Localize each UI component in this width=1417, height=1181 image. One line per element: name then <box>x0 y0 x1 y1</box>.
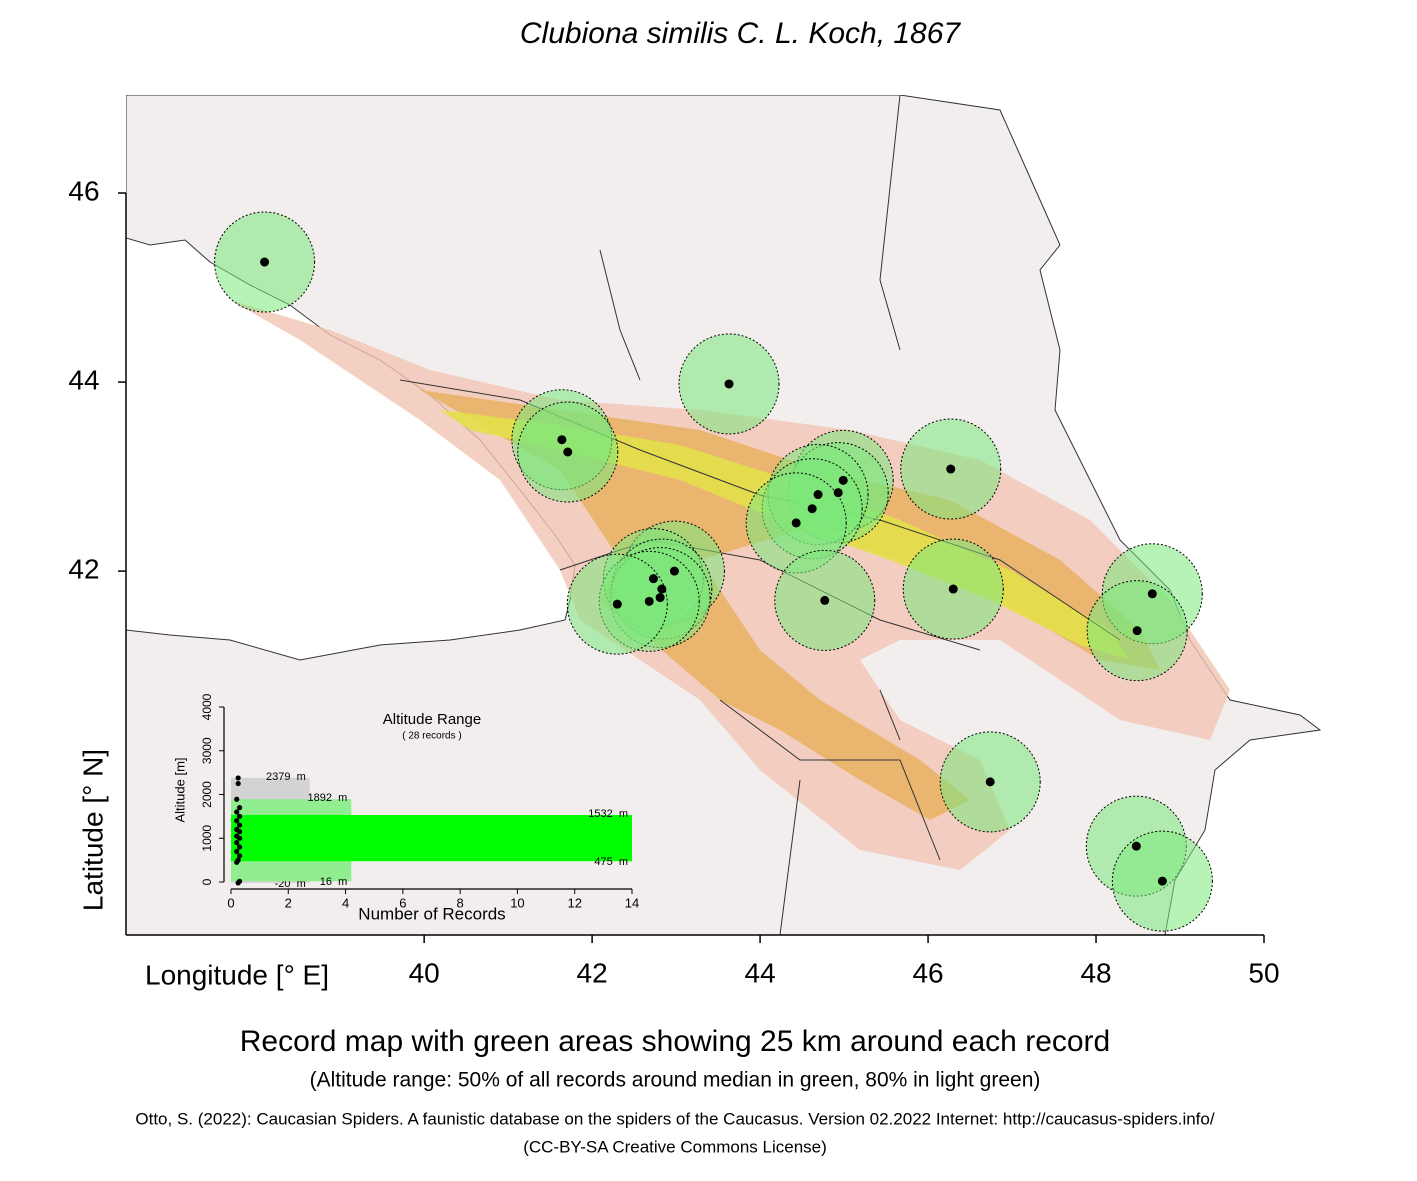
record-point <box>612 599 622 609</box>
record-point <box>946 464 956 474</box>
record-point <box>985 777 995 787</box>
record-point <box>813 490 823 500</box>
altitude-record <box>235 780 241 787</box>
y-tick-label: 46 <box>68 175 99 206</box>
record-point <box>833 488 843 498</box>
inset-y-tick-label: 0 <box>200 878 214 885</box>
altitude-record <box>234 840 240 846</box>
y-tick-label: 42 <box>68 553 99 584</box>
inset-x-tick-label: 12 <box>567 895 581 910</box>
y-tick-label: 44 <box>68 364 99 395</box>
mountain-ridge <box>440 410 1130 660</box>
inset-x-label: Number of Records <box>358 904 505 923</box>
altitude-record <box>234 818 240 824</box>
altitude-record <box>236 822 243 828</box>
record-point <box>1131 841 1141 851</box>
altitude-record <box>234 796 240 802</box>
altitude-record <box>234 859 240 865</box>
record-point <box>669 566 679 576</box>
record-point <box>648 574 658 584</box>
altitude-record <box>236 813 243 819</box>
altitude-record <box>236 844 243 850</box>
x-tick-label: 42 <box>577 957 608 988</box>
highland-relief <box>420 390 1160 820</box>
inset-x-tick-label: 2 <box>285 895 292 910</box>
range-low-label: 16 m <box>320 876 348 888</box>
altitude-record <box>236 805 243 811</box>
inset-y-tick-label: 1000 <box>200 825 214 852</box>
altitude-record <box>235 880 241 886</box>
inset-x-tick-label: 14 <box>625 895 639 910</box>
altitude-record <box>235 775 241 781</box>
record-point <box>1157 876 1167 886</box>
inset-x-tick-label: 0 <box>227 895 234 910</box>
subcaption: (Altitude range: 50% of all records arou… <box>310 1069 1041 1092</box>
inset-x-tick-label: 8 <box>457 895 464 910</box>
x-tick-label: 44 <box>745 957 776 988</box>
inset-y-tick-label: 4000 <box>200 693 214 720</box>
altitude-record <box>234 848 240 854</box>
record-point <box>948 584 958 594</box>
record-point <box>644 596 654 606</box>
range-low-label: 475 m <box>594 856 628 868</box>
record-points <box>260 257 1167 886</box>
x-tick-label: 40 <box>409 957 440 988</box>
record-point <box>820 595 830 605</box>
altitude-record <box>236 853 243 859</box>
record-point <box>1147 589 1157 599</box>
altitude-record <box>234 809 240 815</box>
record-point <box>724 379 734 389</box>
inset-x-tick-label: 4 <box>342 895 349 910</box>
license: (CC-BY-SA Creative Commons License) <box>523 1137 827 1156</box>
range-high-label: 1532 m <box>588 808 628 820</box>
inset-y-label: Altitude [m] <box>172 757 187 822</box>
title: Clubiona similis C. L. Koch, 1867 <box>520 17 962 50</box>
record-point <box>655 593 665 603</box>
record-point <box>807 504 817 514</box>
altitude-inset: Altitude Range ( 28 records ) Number of … <box>172 693 639 923</box>
record-point <box>657 584 667 594</box>
record-point <box>563 447 573 457</box>
x-tick-label: 48 <box>1080 957 1111 988</box>
lowland-relief <box>230 300 1230 870</box>
inset-y-tick-label: 2000 <box>200 781 214 808</box>
inset-x-tick-label: 6 <box>399 895 406 910</box>
record-point <box>838 475 848 485</box>
inset-x-tick-label: 10 <box>510 895 524 910</box>
x-axis-label: Longitude [° E] <box>145 959 329 990</box>
caption: Record map with green areas showing 25 k… <box>240 1025 1110 1058</box>
altitude-range <box>231 814 632 862</box>
x-tick-label: 46 <box>912 957 943 988</box>
x-tick-label: 50 <box>1248 957 1279 988</box>
record-point <box>557 435 567 445</box>
record-point <box>1132 626 1142 636</box>
map-background <box>126 95 1322 935</box>
credit: Otto, S. (2022): Caucasian Spiders. A fa… <box>135 1109 1214 1128</box>
range-high-label: 2379 m <box>266 771 306 783</box>
inset-subtitle: ( 28 records ) <box>402 731 461 742</box>
y-axis-label: Latitude [° N] <box>77 749 108 911</box>
inset-title: Altitude Range <box>383 711 481 728</box>
record-point <box>260 257 270 267</box>
altitude-record <box>236 829 243 835</box>
inset-y-tick-label: 3000 <box>200 737 214 764</box>
record-point <box>791 518 801 528</box>
range-high-label: 1892 m <box>308 792 348 804</box>
altitude-record <box>236 835 243 841</box>
